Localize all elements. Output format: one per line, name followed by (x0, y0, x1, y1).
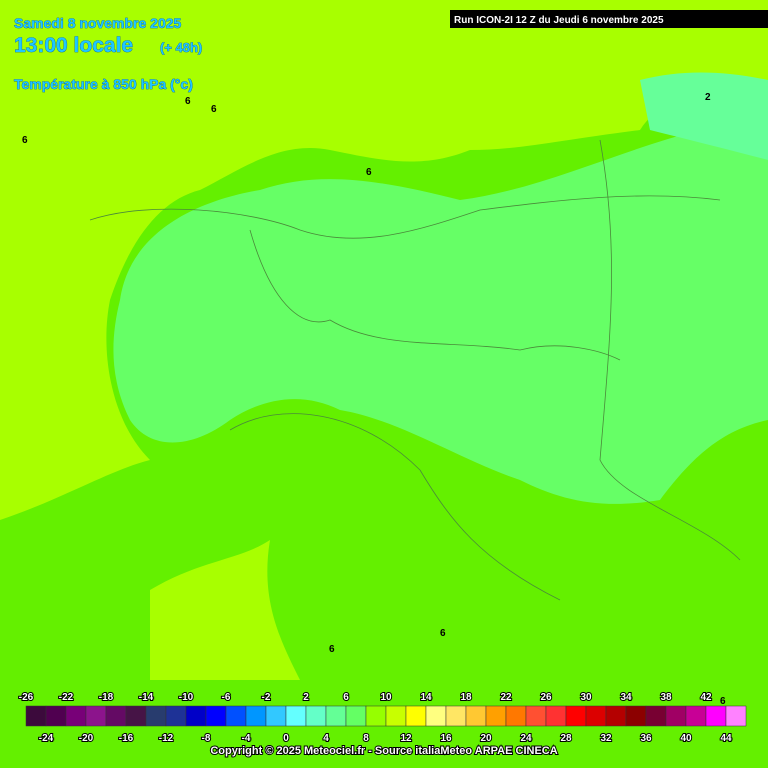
legend-label: -18 (99, 692, 114, 703)
legend-label: 8 (363, 733, 369, 744)
legend-label: -22 (59, 692, 74, 703)
contour-label: 6 (185, 96, 191, 107)
legend-label: 12 (400, 733, 412, 744)
contour-label: 6 (440, 628, 446, 639)
legend-swatch (725, 705, 747, 727)
legend-label: 18 (460, 692, 472, 703)
legend-label: 14 (420, 692, 432, 703)
legend-label: 30 (580, 692, 592, 703)
legend-label: 4 (323, 733, 329, 744)
contour-label: 6 (329, 644, 335, 655)
legend-label: 20 (480, 733, 492, 744)
legend-label: 24 (520, 733, 532, 744)
copyright: Copyright © 2025 Meteociel.fr - Source i… (210, 745, 557, 757)
legend-swatch (125, 705, 147, 727)
legend-swatch (545, 705, 567, 727)
legend-label: 32 (600, 733, 612, 744)
run-info: Run ICON-2I 12 Z du Jeudi 6 novembre 202… (454, 15, 664, 26)
legend-label: 40 (680, 733, 692, 744)
legend-label: -8 (202, 733, 211, 744)
legend-swatch (245, 705, 267, 727)
northeast-region (640, 72, 768, 160)
legend-swatch (385, 705, 407, 727)
legend-label: -20 (79, 733, 94, 744)
legend-swatch (525, 705, 547, 727)
legend-swatch (265, 705, 287, 727)
contour-label: 6 (366, 167, 372, 178)
legend-label: -10 (179, 692, 194, 703)
legend-swatch (285, 705, 307, 727)
legend-swatch (705, 705, 727, 727)
contour-label: 6 (720, 696, 726, 707)
legend-label: 6 (343, 692, 349, 703)
legend-swatch (685, 705, 707, 727)
legend-swatch (645, 705, 667, 727)
legend-swatch (405, 705, 427, 727)
borders (89, 139, 741, 601)
legend-swatch (505, 705, 527, 727)
legend-label: -4 (242, 733, 251, 744)
legend-label: 28 (560, 733, 572, 744)
run-banner (450, 10, 768, 28)
legend-label: 0 (283, 733, 289, 744)
legend-swatch (145, 705, 167, 727)
legend-swatch (325, 705, 347, 727)
legend-label: 36 (640, 733, 652, 744)
legend-label: 26 (540, 692, 552, 703)
legend-label: 38 (660, 692, 672, 703)
legend-swatch (425, 705, 447, 727)
legend-label: -2 (262, 692, 271, 703)
apennine-region (150, 540, 300, 680)
contour-label: 6 (22, 135, 28, 146)
legend-swatch (105, 705, 127, 727)
forecast-time: 13:00 locale (14, 34, 133, 57)
legend-swatch (585, 705, 607, 727)
legend-swatch (625, 705, 647, 727)
legend-label: 2 (303, 692, 309, 703)
legend-label: 34 (620, 692, 632, 703)
contour-label: 6 (211, 104, 217, 115)
legend-swatch (365, 705, 387, 727)
legend-swatch (665, 705, 687, 727)
field-name: Température à 850 hPa (°c) (14, 76, 193, 92)
legend-swatch (165, 705, 187, 727)
legend-label: 22 (500, 692, 512, 703)
legend-swatch (205, 705, 227, 727)
legend-swatch (185, 705, 207, 727)
alps-region (0, 0, 768, 520)
legend-swatch (605, 705, 627, 727)
legend-swatch (45, 705, 67, 727)
legend-swatch (305, 705, 327, 727)
legend-label: -26 (19, 692, 34, 703)
legend-swatch (465, 705, 487, 727)
legend-label: -16 (119, 733, 134, 744)
forecast-date: Samedi 8 novembre 2025 (14, 15, 182, 31)
legend-label: -24 (39, 733, 54, 744)
legend-label: 10 (380, 692, 392, 703)
legend-label: 16 (440, 733, 452, 744)
legend-label: -6 (222, 692, 231, 703)
legend-label: -14 (139, 692, 154, 703)
legend-swatch (345, 705, 367, 727)
legend-label: 42 (700, 692, 712, 703)
legend-swatch (225, 705, 247, 727)
legend-swatch (565, 705, 587, 727)
legend-swatch (65, 705, 87, 727)
legend-swatch (485, 705, 507, 727)
legend-swatch (25, 705, 47, 727)
forecast-lead: (+ 48h) (160, 40, 202, 55)
contour-label: 2 (705, 92, 711, 103)
legend-label: -12 (159, 733, 174, 744)
legend-label: 44 (720, 733, 732, 744)
legend-swatch (445, 705, 467, 727)
legend-swatch (85, 705, 107, 727)
